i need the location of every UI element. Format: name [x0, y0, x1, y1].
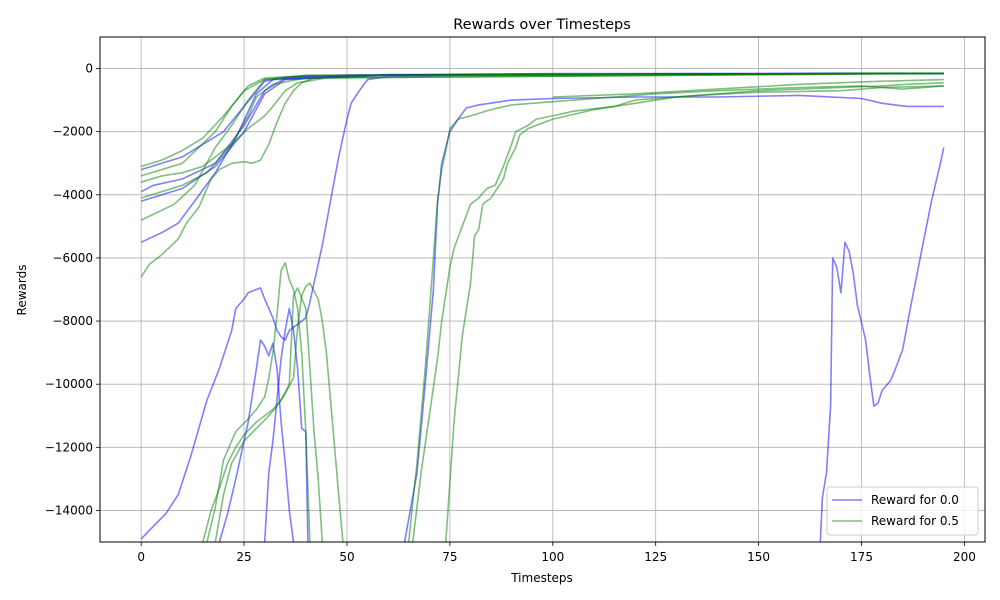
x-tick-label: 75: [442, 550, 457, 564]
y-tick-label: −8000: [52, 314, 93, 328]
series-line-0-5-14: [140, 72, 944, 199]
x-tick-label: 175: [850, 550, 873, 564]
x-axis-label: Timesteps: [510, 571, 573, 585]
grid-lines: [100, 37, 985, 542]
series-line-0-0-8: [819, 147, 945, 542]
x-tick-label: 50: [339, 550, 354, 564]
x-tick-label: 100: [541, 550, 564, 564]
y-tick-label: −6000: [52, 251, 93, 265]
x-tick-label: 150: [747, 550, 770, 564]
series-line-0-5-20: [445, 82, 944, 542]
legend-label-0: Reward for 0.0: [871, 493, 959, 507]
x-axis-ticks: 0 25 50 75 100 125 150 175 200: [137, 542, 976, 564]
y-axis-label: Rewards: [15, 265, 29, 316]
legend: Reward for 0.0 Reward for 0.5: [826, 486, 979, 536]
series-line-0-5-18: [407, 85, 944, 542]
series-line-0-5-12: [140, 72, 944, 278]
legend-label-1: Reward for 0.5: [871, 514, 959, 528]
series-line-0-5-21: [552, 78, 944, 98]
series-lines: [140, 72, 945, 542]
y-tick-label: −10000: [45, 377, 93, 391]
series-line-0-5-17: [202, 287, 324, 542]
series-line-0-0-5: [218, 339, 295, 542]
series-line-0-5-15: [206, 261, 311, 542]
series-line-0-0-4: [140, 72, 944, 540]
y-tick-label: −14000: [45, 503, 93, 517]
x-tick-label: 200: [953, 550, 976, 564]
series-line-0-5-11: [140, 72, 944, 221]
chart-title: Rewards over Timesteps: [453, 17, 631, 33]
x-tick-label: 0: [137, 550, 145, 564]
y-tick-label: −12000: [45, 440, 93, 454]
y-tick-label: −2000: [52, 125, 93, 139]
y-axis-ticks: −14000 −12000 −10000 −8000 −6000 −4000 −2000 0: [45, 62, 100, 517]
series-line-0-0-6: [263, 307, 309, 542]
series-line-0-5-19: [412, 85, 944, 542]
series-line-0-5-16: [214, 282, 344, 542]
y-tick-label: 0: [85, 62, 93, 76]
x-tick-label: 25: [236, 550, 251, 564]
y-tick-label: −4000: [52, 188, 93, 202]
x-tick-label: 125: [644, 550, 667, 564]
legend-box: [826, 486, 979, 536]
plot-frame: [99, 36, 986, 543]
series-line-0-5-13: [140, 72, 944, 183]
series-line-0-0-7: [403, 94, 944, 542]
